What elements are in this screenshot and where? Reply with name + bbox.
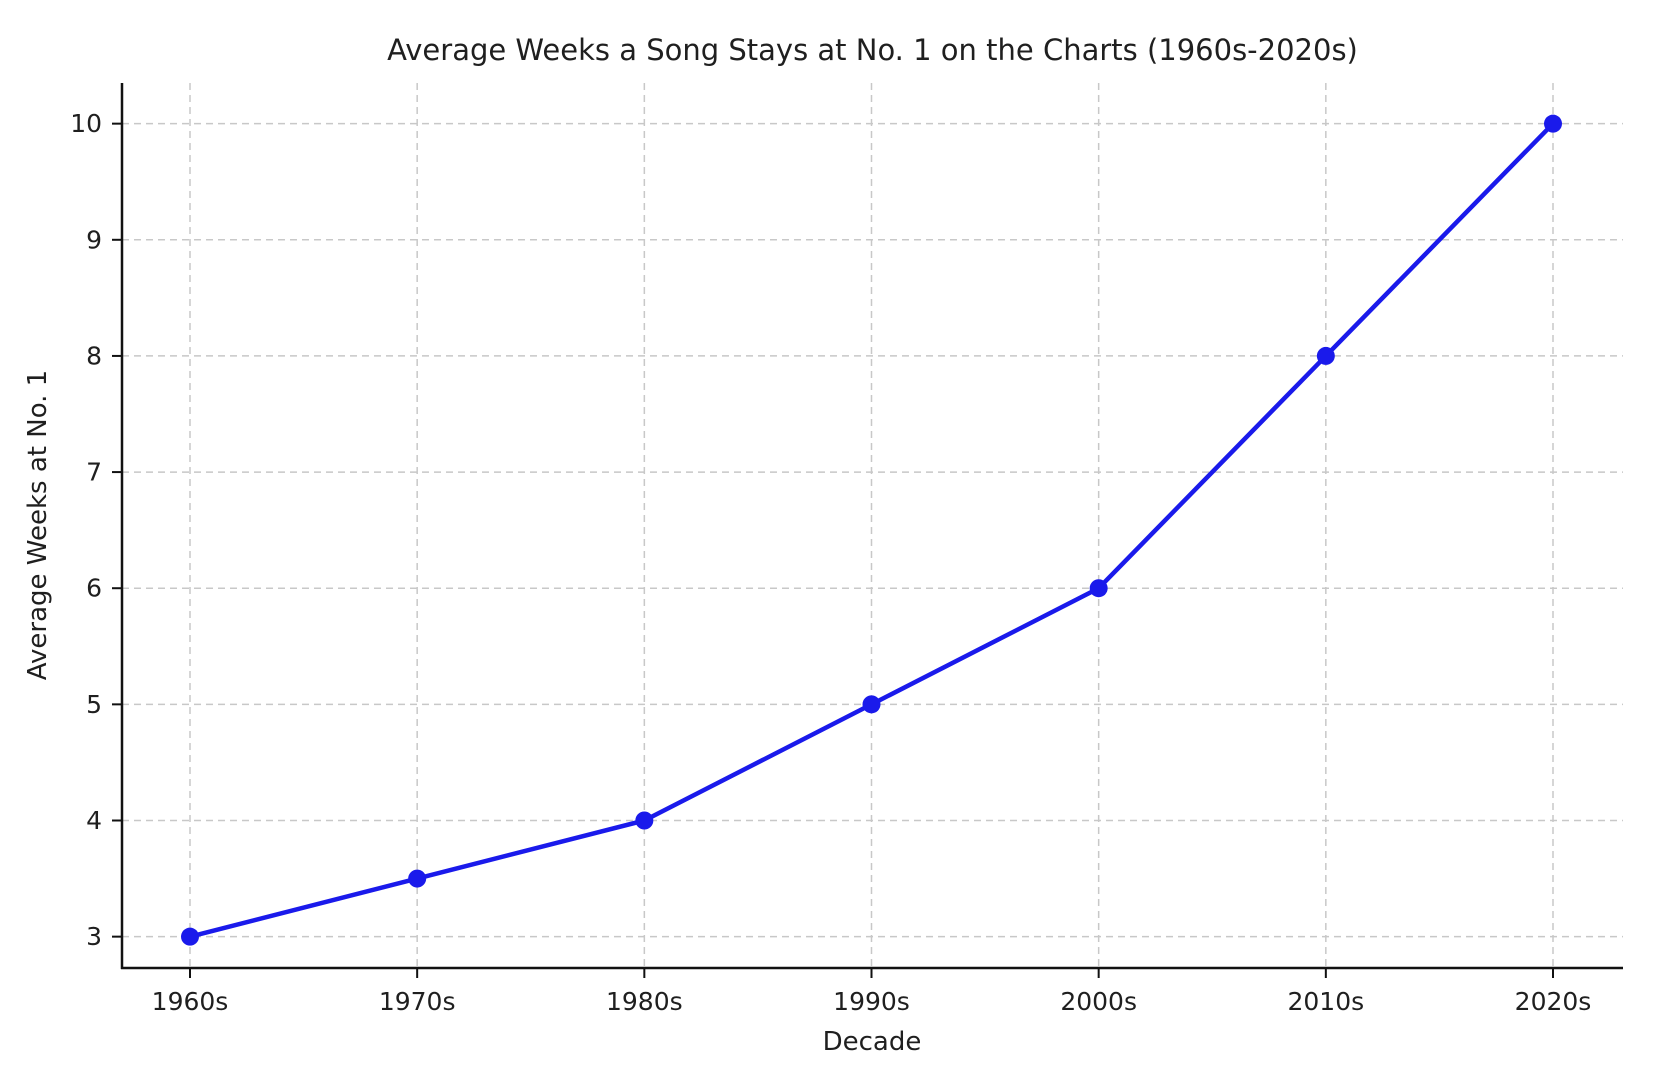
x-tick-label: 1980s (606, 987, 683, 1016)
x-tick-label: 1990s (833, 987, 910, 1016)
data-point-marker (1544, 114, 1562, 133)
data-point-marker (1316, 346, 1335, 365)
y-tick-label: 10 (70, 109, 102, 138)
y-tick-label: 8 (86, 341, 102, 370)
data-point-marker (1089, 579, 1108, 598)
y-tick-label: 5 (86, 690, 102, 719)
x-tick-label: 1970s (379, 987, 456, 1016)
x-tick-label: 1960s (152, 987, 229, 1016)
data-point-marker (181, 927, 199, 946)
x-axis-label: Decade (822, 1027, 922, 1057)
data-point-marker (635, 811, 654, 830)
y-tick-label: 6 (86, 574, 102, 603)
y-tick-label: 7 (86, 458, 102, 487)
y-tick-label: 9 (86, 225, 102, 254)
data-point-marker (408, 869, 427, 888)
x-tick-label: 2020s (1515, 987, 1592, 1016)
y-tick-label: 4 (86, 806, 102, 835)
x-tick-label: 2010s (1288, 987, 1365, 1016)
y-tick-label: 3 (86, 922, 102, 951)
x-tick-label: 2000s (1060, 987, 1137, 1016)
data-point-marker (862, 695, 881, 714)
chart-title: Average Weeks a Song Stays at No. 1 on t… (387, 33, 1358, 67)
